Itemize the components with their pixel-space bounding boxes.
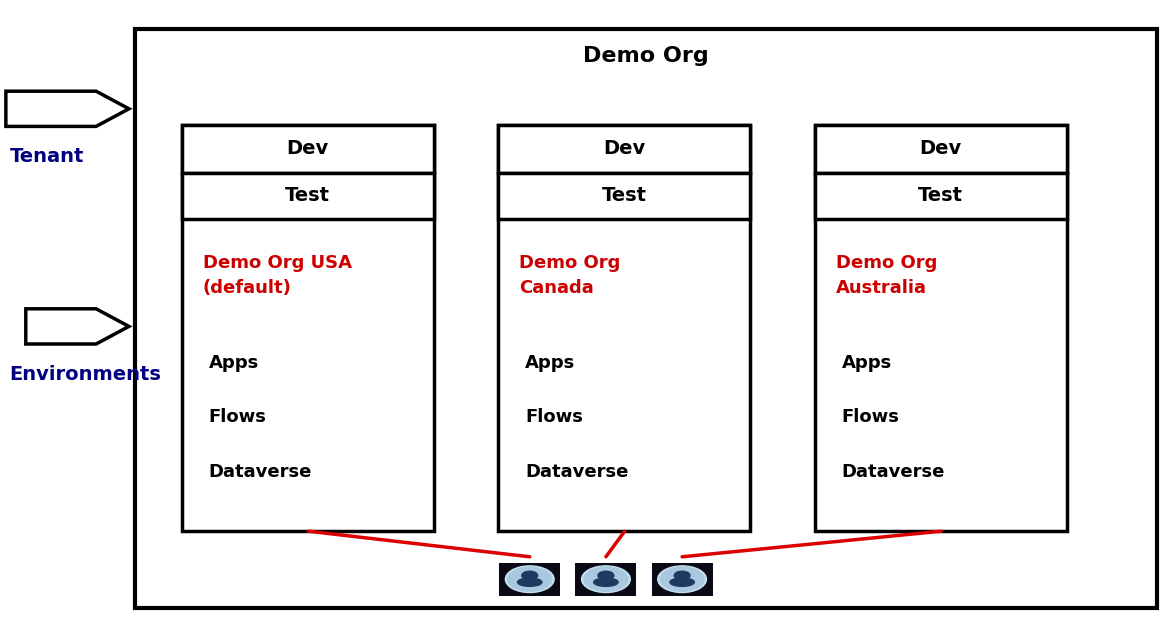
Text: Environments: Environments xyxy=(9,365,162,384)
Text: Apps: Apps xyxy=(209,354,259,372)
Text: Flows: Flows xyxy=(841,408,899,426)
Bar xyxy=(135,29,1157,608)
Text: Test: Test xyxy=(601,186,647,205)
Bar xyxy=(498,125,750,531)
Bar xyxy=(815,173,1067,219)
Circle shape xyxy=(660,567,704,591)
Circle shape xyxy=(507,567,552,591)
Circle shape xyxy=(581,566,631,593)
Text: Test: Test xyxy=(285,186,331,205)
Bar xyxy=(815,125,1067,531)
Text: Demo Org: Demo Org xyxy=(582,45,709,66)
Text: Dev: Dev xyxy=(919,140,962,158)
Circle shape xyxy=(674,572,690,580)
Text: Dataverse: Dataverse xyxy=(209,463,312,481)
Ellipse shape xyxy=(670,578,694,586)
Bar xyxy=(182,173,434,219)
Text: Dev: Dev xyxy=(286,140,329,158)
Text: Test: Test xyxy=(918,186,963,205)
Ellipse shape xyxy=(594,578,618,586)
Bar xyxy=(498,173,750,219)
FancyArrow shape xyxy=(6,92,129,126)
Text: Demo Org
Canada: Demo Org Canada xyxy=(519,254,620,297)
Bar xyxy=(182,125,434,173)
FancyArrow shape xyxy=(26,309,129,344)
Circle shape xyxy=(522,572,538,580)
Text: Apps: Apps xyxy=(841,354,892,372)
Bar xyxy=(182,125,434,531)
Bar xyxy=(498,125,750,173)
Bar xyxy=(815,125,1067,173)
Bar xyxy=(499,563,560,596)
Text: Demo Org
Australia: Demo Org Australia xyxy=(836,254,936,297)
Circle shape xyxy=(598,572,614,580)
Text: Demo Org USA
(default): Demo Org USA (default) xyxy=(203,254,352,297)
Text: Flows: Flows xyxy=(209,408,266,426)
Text: Dataverse: Dataverse xyxy=(841,463,945,481)
Text: Tenant: Tenant xyxy=(9,147,83,166)
Bar xyxy=(652,563,713,596)
Text: Dev: Dev xyxy=(602,140,646,158)
Text: Apps: Apps xyxy=(525,354,575,372)
Bar xyxy=(575,563,636,596)
Circle shape xyxy=(584,567,628,591)
Circle shape xyxy=(657,566,707,593)
Text: Flows: Flows xyxy=(525,408,582,426)
Text: Dataverse: Dataverse xyxy=(525,463,628,481)
Ellipse shape xyxy=(518,578,541,586)
Circle shape xyxy=(505,566,554,593)
